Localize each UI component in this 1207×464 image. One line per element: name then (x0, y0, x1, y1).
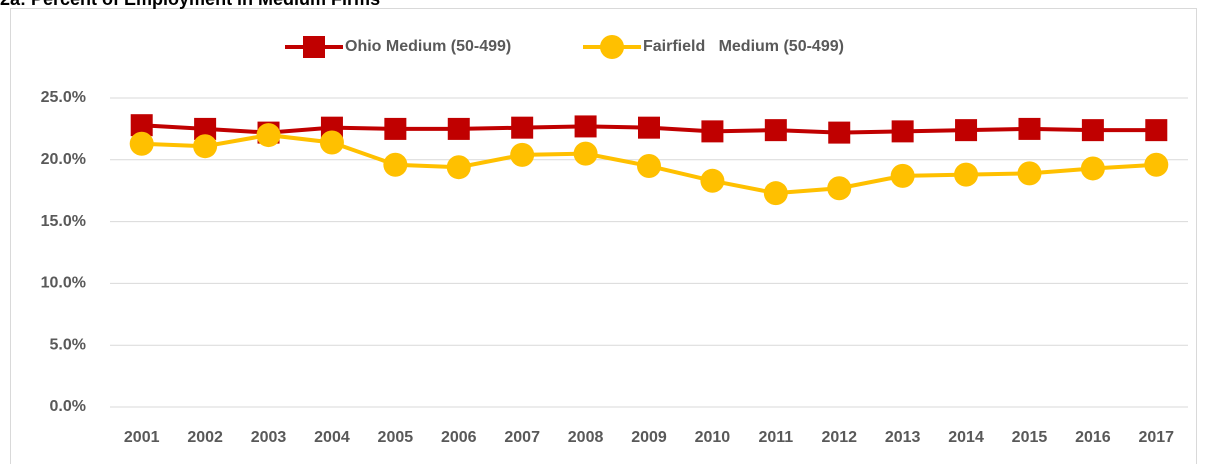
y-tick-label: 20.0% (41, 151, 86, 168)
marker (763, 181, 788, 206)
marker (511, 116, 534, 139)
marker (955, 119, 978, 142)
x-tick-label: 2012 (821, 429, 857, 446)
marker (1145, 119, 1168, 142)
marker (1081, 119, 1104, 142)
marker (827, 176, 852, 201)
marker (446, 155, 471, 180)
marker (303, 36, 325, 58)
y-tick-label: 0.0% (50, 398, 86, 415)
marker (447, 117, 470, 140)
chart-title: 2a: Percent of Employment in Medium Firm… (0, 0, 380, 9)
x-tick-label: 2010 (695, 429, 731, 446)
legend-label: Ohio Medium (50-499) (345, 38, 511, 55)
chart-frame (10, 8, 1197, 464)
marker (891, 120, 914, 143)
marker (573, 141, 598, 166)
x-tick-label: 2014 (948, 429, 984, 446)
x-tick-label: 2008 (568, 429, 604, 446)
x-tick-label: 2004 (314, 429, 350, 446)
marker (764, 119, 787, 142)
marker (1018, 117, 1041, 140)
x-tick-label: 2003 (251, 429, 287, 446)
marker (1080, 156, 1105, 181)
x-tick-label: 2013 (885, 429, 921, 446)
x-tick-label: 2016 (1075, 429, 1111, 446)
legend-label: Fairfield Medium (50-499) (643, 38, 844, 55)
marker (256, 123, 281, 148)
marker (701, 120, 724, 143)
x-tick-label: 2011 (758, 429, 793, 446)
y-tick-label: 15.0% (41, 213, 86, 230)
x-tick-label: 2007 (504, 429, 540, 446)
marker (384, 117, 407, 140)
marker (954, 162, 979, 187)
x-tick-label: 2002 (187, 429, 223, 446)
x-tick-label: 2005 (378, 429, 414, 446)
marker (828, 121, 851, 144)
marker (193, 134, 218, 159)
x-tick-label: 2009 (631, 429, 667, 446)
marker (1144, 152, 1169, 177)
marker (194, 117, 217, 140)
marker (510, 142, 535, 167)
y-tick-label: 5.0% (50, 336, 86, 353)
marker (890, 163, 915, 188)
y-tick-label: 25.0% (41, 89, 86, 106)
marker (600, 35, 624, 59)
x-tick-label: 2017 (1138, 429, 1174, 446)
marker (638, 116, 660, 139)
x-tick-label: 2006 (441, 429, 477, 446)
marker (319, 130, 344, 155)
marker (700, 168, 725, 193)
marker (637, 153, 661, 178)
marker (129, 131, 154, 156)
x-tick-label: 2015 (1012, 429, 1048, 446)
y-tick-label: 10.0% (41, 275, 86, 292)
marker (1017, 161, 1042, 186)
marker (574, 115, 597, 138)
marker (130, 114, 153, 137)
marker (383, 152, 408, 177)
x-tick-label: 2001 (124, 429, 160, 446)
